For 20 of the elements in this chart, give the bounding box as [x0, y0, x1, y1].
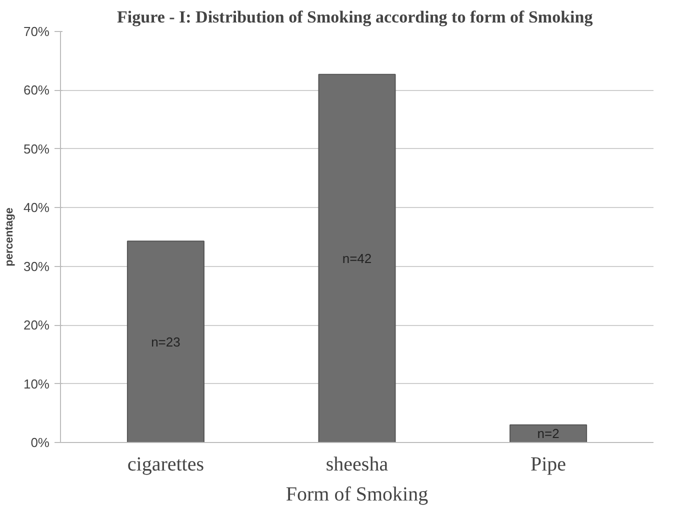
y-tick-label: 60% [23, 82, 50, 98]
y-tick-label: 0% [30, 435, 50, 450]
y-tick-label: 70% [23, 24, 50, 39]
y-tick-label: 30% [23, 258, 50, 274]
annotation: n=2 [537, 426, 560, 442]
y-tick-label: 50% [23, 141, 50, 156]
x-tick-label: Pipe [530, 454, 566, 476]
annotation: n=42 [342, 250, 372, 266]
x-tick-label: sheesha [326, 454, 388, 476]
y-tick-label: 20% [23, 318, 50, 333]
x-axis-title: Form of Smoking [286, 484, 428, 506]
annotation: n=23 [151, 334, 180, 350]
bar [318, 74, 396, 442]
bar [510, 424, 588, 442]
y-tick-label: 10% [23, 376, 50, 392]
chart-title: Figure - I: Distribution of Smoking according to form of Smoking [117, 8, 594, 26]
y-tick-label: 40% [23, 200, 50, 216]
bar [126, 240, 204, 442]
y-axis-title: percentage [3, 208, 16, 266]
x-tick-label: cigarettes [127, 454, 204, 476]
